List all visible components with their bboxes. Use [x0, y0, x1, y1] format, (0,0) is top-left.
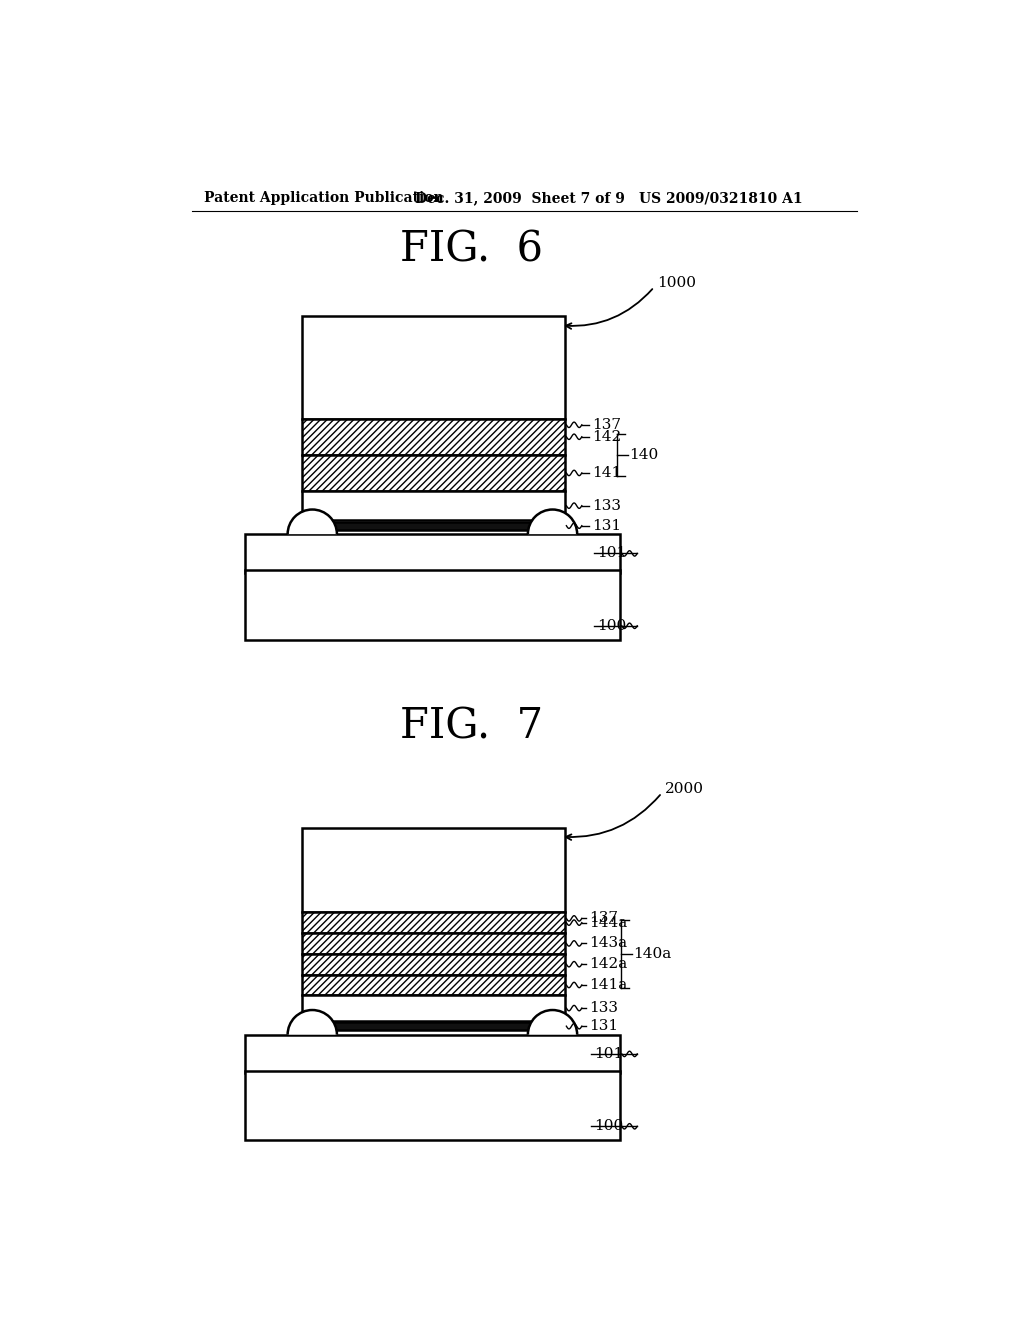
Text: Patent Application Publication: Patent Application Publication — [204, 191, 443, 206]
Text: 140a: 140a — [634, 946, 672, 961]
Bar — [301, 995, 565, 1020]
Bar — [245, 570, 621, 640]
Bar — [301, 954, 565, 974]
Text: 144a: 144a — [589, 916, 627, 929]
Text: 131: 131 — [592, 519, 621, 533]
Bar — [245, 535, 621, 573]
Text: FIG.  7: FIG. 7 — [400, 706, 543, 747]
Text: 1000: 1000 — [657, 276, 696, 290]
Text: 140: 140 — [630, 447, 658, 462]
Text: 100: 100 — [594, 1119, 624, 1134]
Text: 141a: 141a — [589, 978, 627, 993]
Bar — [301, 974, 565, 995]
Bar — [301, 1022, 565, 1030]
Bar — [245, 1071, 621, 1140]
Text: FIG.  6: FIG. 6 — [400, 228, 543, 271]
Wedge shape — [528, 510, 578, 535]
Wedge shape — [288, 510, 337, 535]
Text: 133: 133 — [592, 499, 621, 512]
Bar — [301, 491, 565, 520]
Text: 101: 101 — [597, 546, 627, 561]
Bar — [301, 317, 565, 418]
Wedge shape — [528, 1010, 578, 1035]
Text: US 2009/0321810 A1: US 2009/0321810 A1 — [639, 191, 803, 206]
Wedge shape — [288, 1010, 337, 1035]
Bar — [301, 418, 565, 455]
Bar — [245, 1035, 621, 1073]
Text: 100: 100 — [597, 619, 627, 632]
Text: 137: 137 — [589, 911, 617, 925]
Text: 137: 137 — [592, 418, 621, 432]
Text: 101: 101 — [594, 1047, 624, 1061]
Bar — [301, 521, 565, 529]
Bar — [301, 455, 565, 491]
Text: 133: 133 — [589, 1001, 617, 1015]
Text: 142: 142 — [592, 430, 621, 444]
Bar — [301, 828, 565, 912]
Text: 143a: 143a — [589, 936, 627, 950]
Text: Dec. 31, 2009  Sheet 7 of 9: Dec. 31, 2009 Sheet 7 of 9 — [416, 191, 626, 206]
Text: 131: 131 — [589, 1019, 617, 1034]
Bar — [301, 912, 565, 933]
Text: 2000: 2000 — [665, 781, 703, 796]
Text: 141: 141 — [592, 466, 621, 480]
Text: 142a: 142a — [589, 957, 627, 972]
Bar — [301, 933, 565, 954]
